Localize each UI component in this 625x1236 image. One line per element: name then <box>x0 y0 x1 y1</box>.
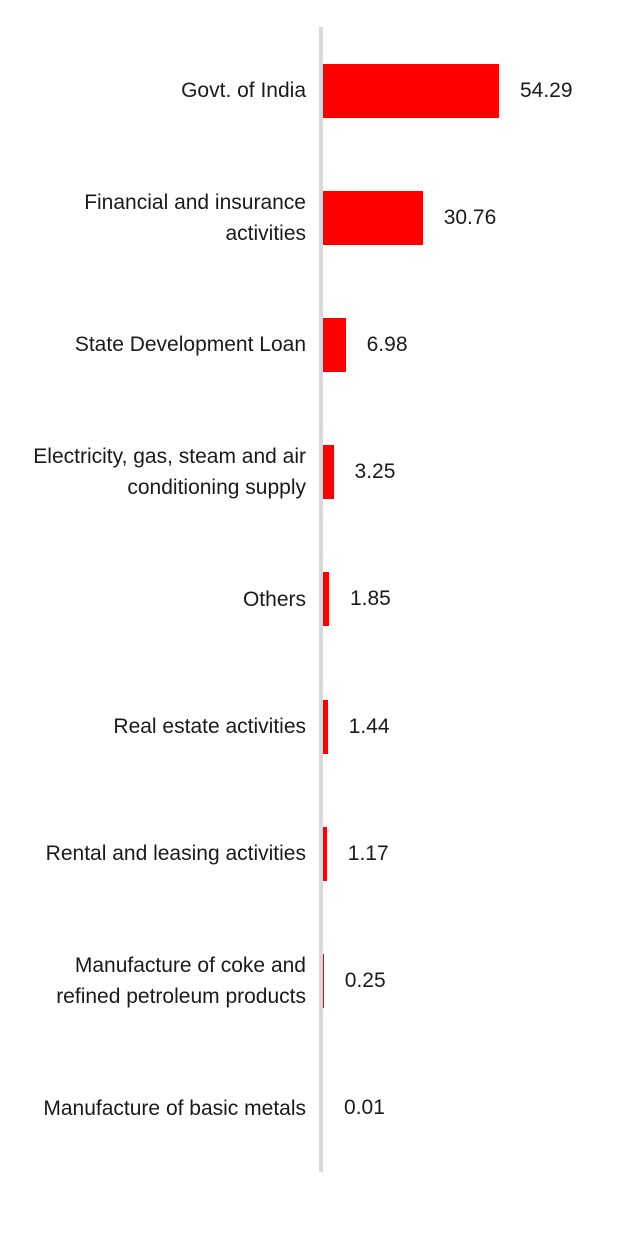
chart-row: State Development Loan 6.98 <box>0 281 625 408</box>
chart-row: Manufacture of basic metals 0.01 <box>0 1045 625 1172</box>
value-label: 0.25 <box>344 968 386 992</box>
bar-chart: Govt. of India 54.29 Financial and insur… <box>0 27 625 1172</box>
chart-row: Financial and insurance activities 30.76 <box>0 154 625 281</box>
value-label: 1.85 <box>349 587 391 611</box>
category-label: Govt. of India <box>181 79 306 103</box>
category-label: Financial and insurance activities <box>84 190 306 245</box>
chart-row: Electricity, gas, steam and air conditio… <box>0 409 625 536</box>
value-label: 6.98 <box>366 332 408 356</box>
chart-row: Manufacture of coke and refined petroleu… <box>0 917 625 1044</box>
value-label: 54.29 <box>519 78 573 102</box>
plot-row: 0.01 <box>320 1045 625 1172</box>
category-label: Manufacture of basic metals <box>43 1096 306 1120</box>
plot-row: 1.44 <box>320 663 625 790</box>
category-label: Manufacture of coke and refined petroleu… <box>56 953 306 1008</box>
chart-row: Others 1.85 <box>0 536 625 663</box>
y-axis-line <box>319 27 323 1172</box>
value-label: 30.76 <box>443 205 497 229</box>
bar <box>323 699 328 754</box>
bar <box>323 63 499 118</box>
bar <box>323 445 334 500</box>
chart-row: Rental and leasing activities 1.17 <box>0 790 625 917</box>
value-label: 0.01 <box>344 1096 385 1120</box>
plot-row: 1.85 <box>320 536 625 663</box>
category-label: Electricity, gas, steam and air conditio… <box>33 445 306 500</box>
plot-row: 0.25 <box>320 917 625 1044</box>
bar <box>323 317 346 372</box>
plot-row: 1.17 <box>320 790 625 917</box>
plot-row: 30.76 <box>320 154 625 281</box>
plot-row: 6.98 <box>320 281 625 408</box>
value-label: 1.17 <box>347 841 389 865</box>
bar <box>323 190 423 245</box>
plot-row: 3.25 <box>320 409 625 536</box>
category-label: Others <box>242 587 306 611</box>
chart-row: Govt. of India 54.29 <box>0 27 625 154</box>
bar <box>323 826 327 881</box>
category-label: Rental and leasing activities <box>45 842 306 866</box>
category-label: Real estate activities <box>113 715 306 739</box>
chart-row: Real estate activities 1.44 <box>0 663 625 790</box>
category-label: State Development Loan <box>74 333 306 357</box>
bar <box>323 953 324 1008</box>
value-label: 3.25 <box>354 460 396 484</box>
bar <box>323 572 329 627</box>
value-label: 1.44 <box>348 714 390 738</box>
plot-row: 54.29 <box>320 27 625 154</box>
